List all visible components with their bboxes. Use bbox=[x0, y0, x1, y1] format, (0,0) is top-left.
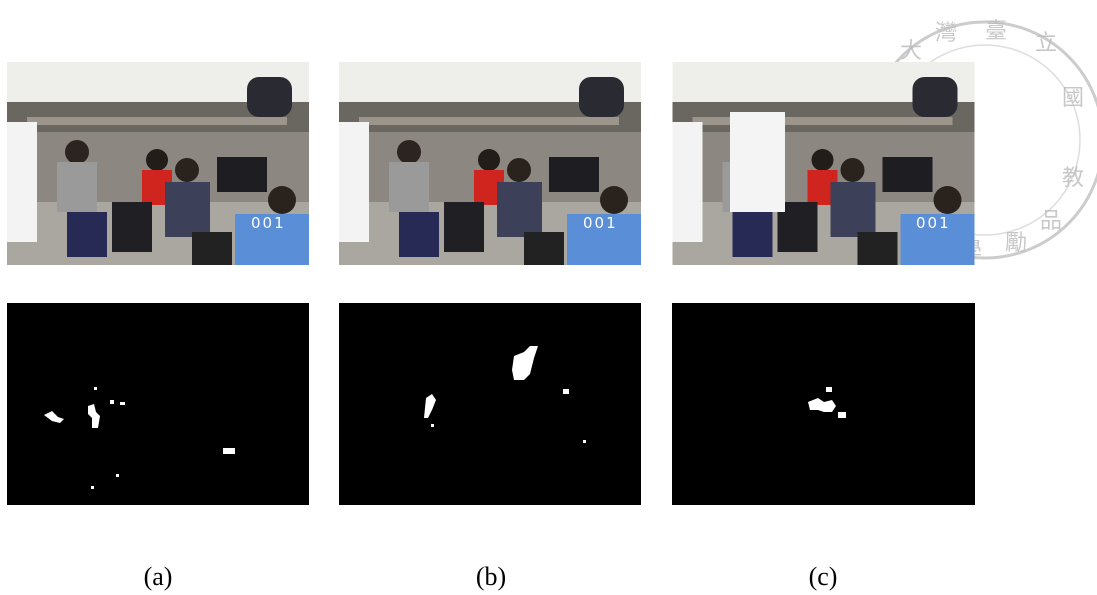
watermark-char: 灣 bbox=[935, 21, 957, 46]
panel-label: (a) bbox=[144, 562, 173, 591]
panel-label: (b) bbox=[476, 562, 506, 591]
panel-label: (c) bbox=[809, 562, 838, 591]
watermark-char: 臺 bbox=[985, 19, 1007, 44]
mask-c bbox=[672, 303, 975, 505]
watermark-char: 立 bbox=[1035, 31, 1057, 56]
watermark-char: 品 bbox=[1040, 209, 1062, 234]
frame-counter: 001 bbox=[916, 214, 951, 232]
mask-a bbox=[7, 303, 309, 505]
photo-b: 001 bbox=[339, 62, 641, 265]
mask-b bbox=[339, 303, 641, 505]
frame-counter: 001 bbox=[583, 214, 618, 232]
watermark-char: 教 bbox=[1062, 166, 1084, 191]
watermark-char: 大 bbox=[900, 39, 922, 64]
frame-counter: 001 bbox=[251, 214, 286, 232]
photo-c: 001 bbox=[673, 62, 975, 265]
watermark-char: 勵 bbox=[1005, 231, 1027, 256]
watermark-char: 國 bbox=[1062, 86, 1084, 111]
photo-a: 001 bbox=[7, 62, 309, 265]
figure: 大 灣 臺 立 國 教 品 勵 學 001 001 001 bbox=[0, 0, 1097, 595]
